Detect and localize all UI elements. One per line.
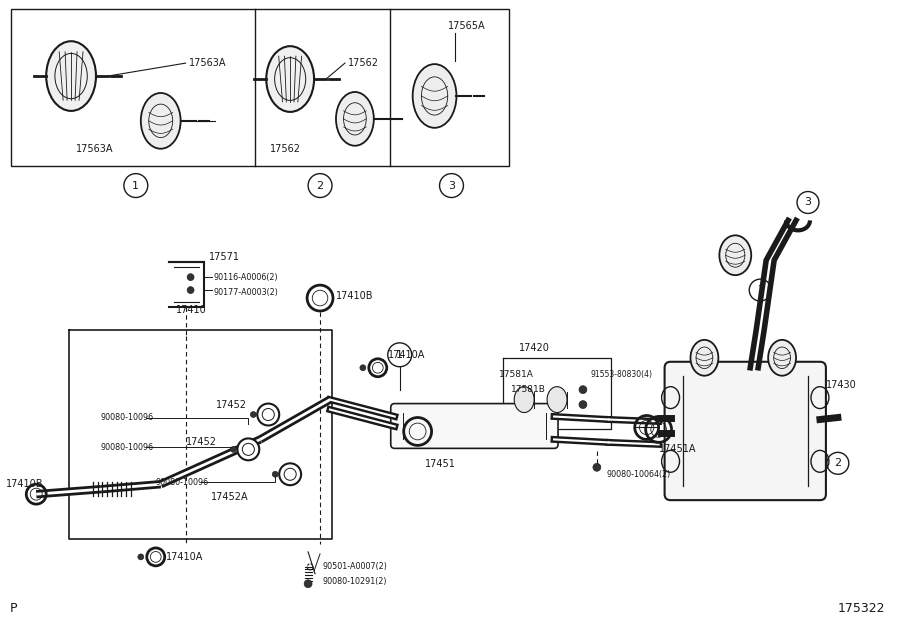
Circle shape xyxy=(230,446,237,453)
Text: 91553-80830(4): 91553-80830(4) xyxy=(591,370,652,379)
Text: 17451: 17451 xyxy=(425,459,455,469)
Text: 3: 3 xyxy=(448,180,455,190)
Ellipse shape xyxy=(690,340,718,376)
Ellipse shape xyxy=(769,340,796,376)
Text: 90177-A0003(2): 90177-A0003(2) xyxy=(213,288,278,296)
Text: 90080-10096: 90080-10096 xyxy=(101,443,154,452)
Text: 17410B: 17410B xyxy=(336,291,374,301)
Circle shape xyxy=(138,554,144,560)
Ellipse shape xyxy=(336,92,374,146)
Circle shape xyxy=(579,401,587,409)
Text: 2: 2 xyxy=(834,458,842,468)
Text: 17451A: 17451A xyxy=(659,445,696,454)
FancyBboxPatch shape xyxy=(664,361,826,500)
Circle shape xyxy=(593,463,601,471)
Text: 17581B: 17581B xyxy=(511,385,546,394)
Text: 17410A: 17410A xyxy=(388,350,425,360)
Text: 90080-10096: 90080-10096 xyxy=(156,478,209,487)
Text: 17410: 17410 xyxy=(176,305,206,315)
Text: 3: 3 xyxy=(805,198,812,208)
Text: 1: 1 xyxy=(132,180,140,190)
Circle shape xyxy=(187,273,194,281)
Text: 1: 1 xyxy=(396,350,403,360)
Text: 17410A: 17410A xyxy=(166,552,203,562)
Text: 90080-10096: 90080-10096 xyxy=(101,413,154,422)
Circle shape xyxy=(238,438,259,460)
Text: 17571: 17571 xyxy=(209,252,239,262)
Text: 17452A: 17452A xyxy=(211,492,248,502)
Circle shape xyxy=(250,412,256,417)
Circle shape xyxy=(579,386,587,394)
Text: 90501-A0007(2): 90501-A0007(2) xyxy=(322,562,387,572)
Text: 17563A: 17563A xyxy=(189,58,226,68)
Ellipse shape xyxy=(547,387,567,412)
Circle shape xyxy=(257,404,279,425)
Text: 2: 2 xyxy=(317,180,324,190)
Circle shape xyxy=(360,365,366,371)
Text: 17452: 17452 xyxy=(215,399,247,410)
Circle shape xyxy=(279,463,302,485)
Ellipse shape xyxy=(46,41,96,111)
Text: 17562: 17562 xyxy=(348,58,379,68)
Circle shape xyxy=(304,580,312,588)
Text: 2: 2 xyxy=(757,285,764,295)
Text: 17563A: 17563A xyxy=(76,144,113,154)
Text: 17420: 17420 xyxy=(519,343,550,353)
Ellipse shape xyxy=(140,93,181,149)
Ellipse shape xyxy=(514,387,534,412)
Text: 17581A: 17581A xyxy=(500,370,535,379)
Text: 175322: 175322 xyxy=(838,602,886,615)
Text: 17565A: 17565A xyxy=(447,21,485,31)
Ellipse shape xyxy=(719,236,752,275)
Ellipse shape xyxy=(266,46,314,112)
Ellipse shape xyxy=(413,64,456,128)
Circle shape xyxy=(187,286,194,294)
Text: 90080-10291(2): 90080-10291(2) xyxy=(322,577,386,587)
Text: 17562: 17562 xyxy=(270,144,302,154)
FancyBboxPatch shape xyxy=(391,404,558,448)
Text: 90116-A0006(2): 90116-A0006(2) xyxy=(213,273,278,281)
Text: 90080-10064(2): 90080-10064(2) xyxy=(607,470,671,479)
Text: P: P xyxy=(9,602,17,615)
Text: 17410B: 17410B xyxy=(6,479,44,489)
Text: 17452: 17452 xyxy=(185,437,217,448)
Text: 17430: 17430 xyxy=(826,379,857,389)
Circle shape xyxy=(272,471,278,477)
